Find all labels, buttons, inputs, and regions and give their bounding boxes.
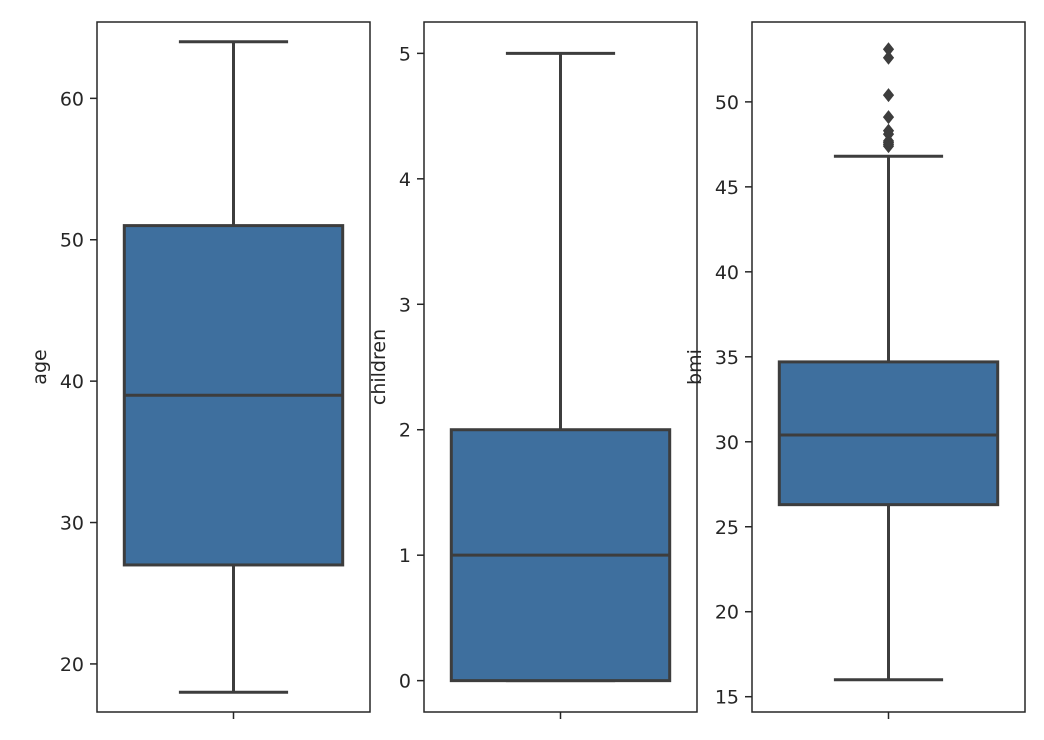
outlier-point	[882, 88, 895, 103]
y-axis-title: bmi	[684, 349, 706, 385]
y-tick-label: 15	[715, 687, 739, 709]
y-tick-label: 0	[399, 671, 411, 693]
y-tick-label: 30	[715, 432, 739, 454]
y-tick-label: 30	[60, 513, 84, 535]
y-tick-label: 40	[715, 262, 739, 284]
y-tick-label: 40	[60, 371, 84, 393]
y-tick-label: 50	[60, 230, 84, 252]
outlier-point	[882, 50, 895, 65]
y-tick-label: 5	[399, 43, 411, 65]
y-tick-label: 1	[399, 545, 411, 567]
outlier-point	[882, 123, 895, 138]
chart-panel-bmi: 15 20 25 30 35 40 45 50 bmi	[684, 21, 1026, 719]
y-tick-label: 25	[715, 517, 739, 539]
outlier-point	[882, 42, 895, 57]
y-tick-label: 35	[715, 347, 739, 369]
y-tick-label: 2	[399, 420, 411, 442]
y-tick-label: 20	[715, 602, 739, 624]
y-tick-label: 20	[60, 654, 84, 676]
y-tick-label: 60	[60, 88, 84, 110]
y-tick-label: 45	[715, 177, 739, 199]
y-tick-label: 3	[399, 294, 411, 316]
chart-panel-age: 20 30 40 50 60 age	[29, 21, 371, 719]
y-tick-label: 50	[715, 92, 739, 114]
y-axis-title: children	[368, 329, 390, 405]
y-axis-title: age	[29, 349, 51, 384]
chart-panel-children: 0 1 2 3 4 5 children	[368, 21, 698, 719]
iqr-box	[777, 360, 1000, 507]
outlier-point	[882, 110, 895, 125]
y-tick-label: 4	[399, 169, 411, 191]
